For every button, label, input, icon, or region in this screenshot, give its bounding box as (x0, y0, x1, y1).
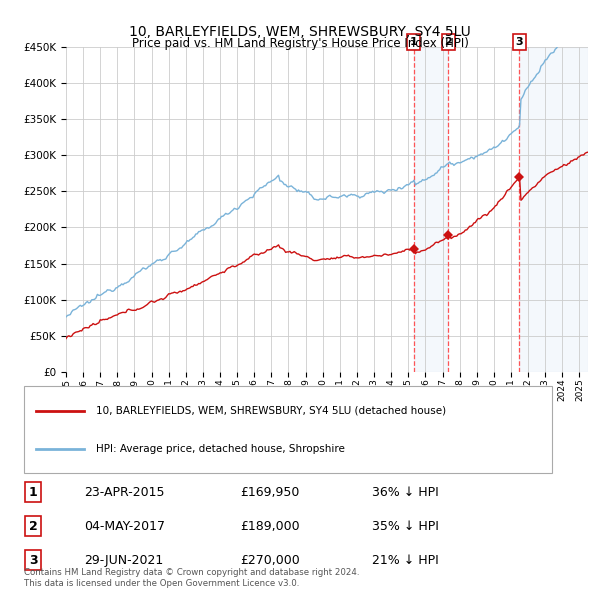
Bar (448, 47, 520, 372)
Text: 3: 3 (29, 554, 37, 567)
Text: 23-APR-2015: 23-APR-2015 (84, 486, 164, 499)
Text: 2: 2 (29, 520, 37, 533)
Text: 35% ↓ HPI: 35% ↓ HPI (372, 520, 439, 533)
Bar (413, 47, 448, 372)
Text: 1: 1 (29, 486, 37, 499)
Text: 36% ↓ HPI: 36% ↓ HPI (372, 486, 439, 499)
Text: 04-MAY-2017: 04-MAY-2017 (84, 520, 165, 533)
FancyBboxPatch shape (24, 386, 552, 473)
Text: 3: 3 (515, 37, 523, 47)
Text: £270,000: £270,000 (240, 554, 300, 567)
Bar (520, 47, 588, 372)
Text: £189,000: £189,000 (240, 520, 299, 533)
Text: 10, BARLEYFIELDS, WEM, SHREWSBURY, SY4 5LU (detached house): 10, BARLEYFIELDS, WEM, SHREWSBURY, SY4 5… (96, 405, 446, 415)
Text: 29-JUN-2021: 29-JUN-2021 (84, 554, 163, 567)
Text: Contains HM Land Registry data © Crown copyright and database right 2024.
This d: Contains HM Land Registry data © Crown c… (24, 569, 359, 588)
Text: 2: 2 (445, 37, 452, 47)
Text: £169,950: £169,950 (240, 486, 299, 499)
Text: Price paid vs. HM Land Registry's House Price Index (HPI): Price paid vs. HM Land Registry's House … (131, 37, 469, 50)
Text: 10, BARLEYFIELDS, WEM, SHREWSBURY, SY4 5LU: 10, BARLEYFIELDS, WEM, SHREWSBURY, SY4 5… (129, 25, 471, 40)
Text: 21% ↓ HPI: 21% ↓ HPI (372, 554, 439, 567)
Text: HPI: Average price, detached house, Shropshire: HPI: Average price, detached house, Shro… (96, 444, 345, 454)
Text: 1: 1 (410, 37, 418, 47)
